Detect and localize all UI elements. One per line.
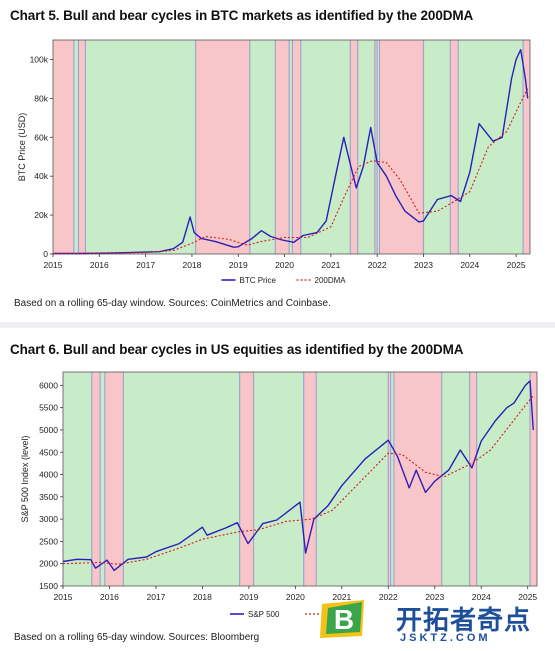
chart-5-regime-bear [374, 40, 378, 254]
chart-5-regime-bear [195, 40, 250, 254]
chart-6-x-tick-label: 2021 [332, 592, 351, 602]
chart-5-y-tick-label: 20k [34, 210, 48, 220]
chart-5-plot-frame [52, 39, 531, 255]
chart-5-regime-bull [377, 40, 380, 254]
chart-5-legend-dma-label: 200DMA [315, 276, 347, 285]
chart-5-legend: BTC Price 200DMA [221, 276, 347, 285]
chart-6-y-tick-label: 2000 [39, 559, 58, 569]
chart-6-regime-bull [100, 372, 105, 586]
chart-6-regime-bear [469, 372, 477, 586]
chart-5-regime-bear [275, 40, 290, 254]
chart-6-x-tick-label: 2024 [472, 592, 491, 602]
chart-6-y-axis-label: S&P 500 Index (level) [20, 436, 30, 523]
chart-6-regime-bear [303, 372, 317, 586]
chart-6-x-tick-label: 2017 [146, 592, 165, 602]
chart-6-regime-bear [104, 372, 124, 586]
chart-5-y-tick-label: 60k [34, 132, 48, 142]
chart-6-x-tick-label: 2023 [425, 592, 444, 602]
chart-5-regime-bear [450, 40, 459, 254]
chart-6-svg: 1500 2000 2500 3000 3500 4000 4500 5000 5500 6000… [20, 371, 538, 619]
chart-6-y-tick-label: 5000 [39, 425, 58, 435]
chart-5-regime-bear [292, 40, 301, 254]
chart-5-x-tick-label: 2023 [414, 260, 433, 270]
watermark-domain: JSKTZ.COM [400, 632, 491, 644]
chart-6-y-tick-label: 3500 [39, 492, 58, 502]
chart-5-y-tick-label: 100k [30, 54, 49, 64]
chart-5-x-tick-label: 2017 [136, 260, 155, 270]
chart-5-regime-bear [53, 40, 74, 254]
panel-separator [0, 322, 555, 328]
chart-5-regime-bear [379, 40, 424, 254]
chart-6-x-tick-label: 2018 [193, 592, 212, 602]
chart-5-y-tick-label: 40k [34, 171, 48, 181]
chart-6-y-tick-label: 4000 [39, 470, 58, 480]
chart-6-y-tick-label: 2500 [39, 536, 58, 546]
chart-6-panel: Chart 6. Bull and bear cycles in US equi… [0, 328, 555, 651]
chart-6-regime-bull [390, 372, 394, 586]
chart-5-y-tick-label: 0 [43, 249, 48, 259]
chart-5-regime-bear [78, 40, 86, 254]
chart-6-regime-bear [530, 372, 537, 586]
chart-5-regime-bear [350, 40, 358, 254]
chart-6-x-tick-label: 2022 [379, 592, 398, 602]
chart-5-regime-bull [423, 40, 451, 254]
chart-5-regime-bull [73, 40, 79, 254]
watermark-letter: B [334, 604, 354, 635]
chart-5-legend-price-label: BTC Price [240, 276, 277, 285]
watermark-brand: 开拓者奇点 [396, 605, 532, 635]
chart-5-x-tick-label: 2024 [460, 260, 479, 270]
chart-5-x-tick-label: 2018 [182, 260, 201, 270]
chart-5-series-price [52, 49, 529, 255]
chart-6-y-tick-label: 1500 [39, 581, 58, 591]
chart-5-x-tick-label: 2022 [368, 260, 387, 270]
chart-6-regime-bear [91, 372, 101, 586]
chart-6-regime-bull [123, 372, 240, 586]
chart-6-x-tick-label: 2025 [518, 592, 537, 602]
chart-5-regime-bull [289, 40, 293, 254]
chart-5-y-axis-label: BTC Price (USD) [17, 113, 27, 182]
chart-6-regime-bull [441, 372, 470, 586]
chart-5-x-tick-label: 2016 [90, 260, 109, 270]
chart-5-regime-bull [249, 40, 276, 254]
chart-6-legend-price-label: S&P 500 [248, 610, 280, 619]
chart-6-note: Based on a rolling 65-day window. Source… [14, 632, 260, 643]
chart-6-regime-bull [316, 372, 389, 586]
chart-6-title: Chart 6. Bull and bear cycles in US equi… [10, 342, 464, 357]
chart-5-svg: 0 20k 40k 60k 80k 100k 2015 2016 2017 2018 2019 202… [17, 39, 531, 285]
chart-6-y-tick-label: 3000 [39, 514, 58, 524]
chart-6-y-tick-label: 4500 [39, 447, 58, 457]
chart-5-x-tick-label: 2020 [275, 260, 294, 270]
chart-5-x-tick-label: 2025 [507, 260, 526, 270]
chart-5-panel: Chart 5. Bull and bear cycles in BTC mar… [0, 0, 555, 322]
chart-5-y-tick-label: 80k [34, 93, 48, 103]
chart-6-y-tick-label: 5500 [39, 403, 58, 413]
chart-6-regime-bull [253, 372, 304, 586]
chart-6-x-tick-label: 2019 [239, 592, 258, 602]
chart-5-regime-bear [523, 40, 530, 254]
chart-5-regime-bull [85, 40, 196, 254]
chart-6-x-tick-label: 2015 [54, 592, 73, 602]
chart-6-regime-bear [388, 372, 391, 586]
chart-6-series-dma [62, 395, 535, 565]
chart-6-x-tick-label: 2016 [100, 592, 119, 602]
chart-6-plot-frame [62, 371, 538, 587]
chart-5-x-tick-label: 2015 [44, 260, 63, 270]
watermark-logo-icon: B [320, 600, 364, 638]
chart-5-x-tick-label: 2019 [229, 260, 248, 270]
chart-6-regime-bear [239, 372, 254, 586]
chart-5-title: Chart 5. Bull and bear cycles in BTC mar… [10, 8, 474, 23]
chart-5-x-tick-label: 2021 [321, 260, 340, 270]
chart-6-series-price [62, 380, 534, 572]
chart-6-x-tick-label: 2020 [286, 592, 305, 602]
chart-5-note: Based on a rolling 65-day window. Source… [14, 298, 331, 309]
chart-5-series-dma [52, 88, 529, 255]
chart-6-regime-bull [63, 372, 92, 586]
chart-6-regime-bear [393, 372, 442, 586]
chart-6-regime-bull [476, 372, 531, 586]
chart-6-y-tick-label: 6000 [39, 380, 58, 390]
